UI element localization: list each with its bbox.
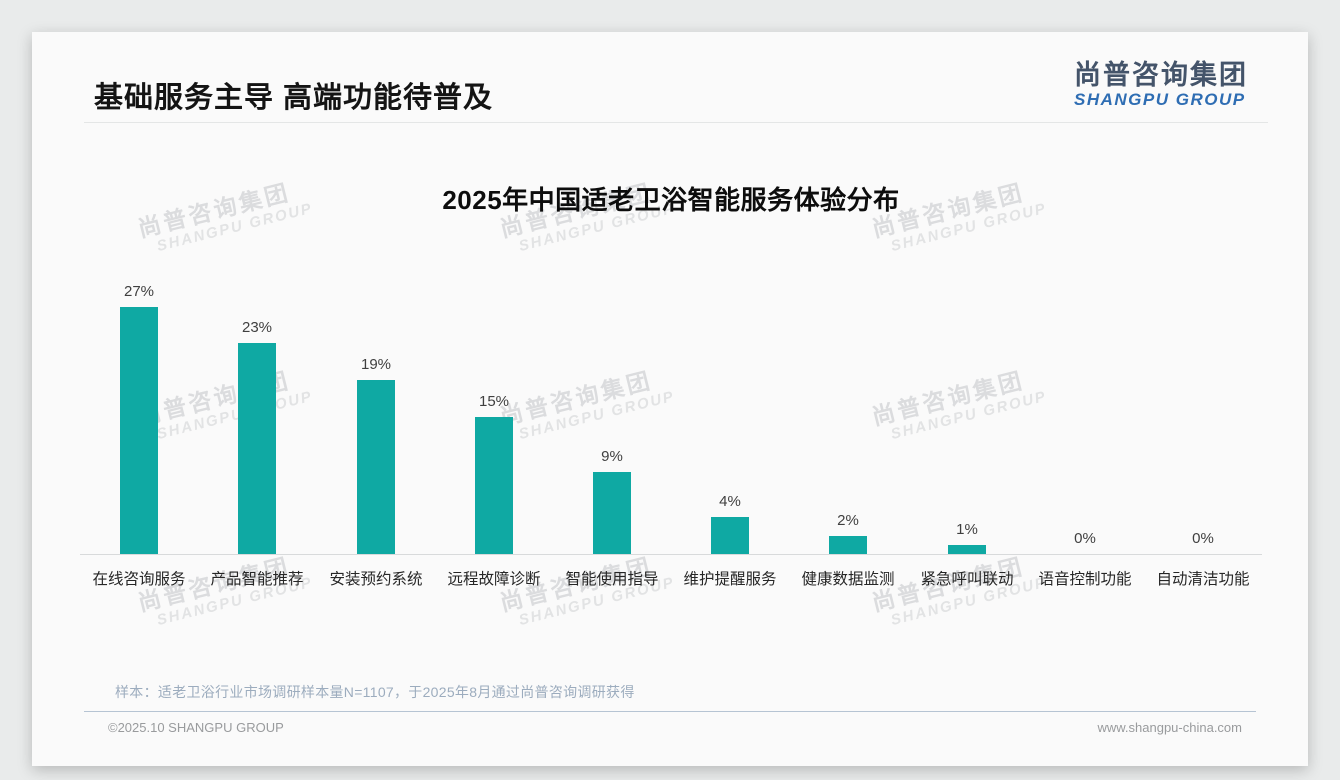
bar-value-label: 19%: [360, 356, 392, 373]
company-logo: 尚普咨询集团 SHANGPU GROUP: [1074, 60, 1248, 109]
footer-copyright: ©2025.10 SHANGPU GROUP: [108, 720, 284, 735]
category-label: 智能使用指导: [565, 571, 659, 588]
category-label: 在线咨询服务: [92, 571, 186, 588]
bar: [475, 417, 513, 554]
bar: [593, 472, 631, 554]
bar: [120, 307, 158, 554]
sample-note: 样本：适老卫浴行业市场调研样本量N=1107，于2025年8月通过尚普咨询调研获…: [115, 684, 635, 700]
footer-divider: [84, 711, 1256, 712]
watermark: 尚普咨询集团 SHANGPU GROUP: [135, 550, 314, 633]
category-label: 健康数据监测: [801, 571, 895, 588]
bar-value-label: 0%: [1074, 530, 1096, 547]
bar-value-label: 0%: [1192, 530, 1214, 547]
page-title: 基础服务主导 高端功能待普及: [94, 82, 494, 114]
watermark: 尚普咨询集团 SHANGPU GROUP: [497, 550, 676, 633]
logo-text-en: SHANGPU GROUP: [1074, 90, 1246, 109]
bar-value-label: 23%: [241, 319, 273, 336]
header-divider: [84, 122, 1268, 123]
bar: [238, 343, 276, 554]
category-label: 紧急呼叫联动: [920, 571, 1014, 588]
footer-website: www.shangpu-china.com: [1097, 720, 1242, 735]
bar-value-label: 4%: [719, 493, 741, 510]
category-labels: 在线咨询服务 产品智能推荐 安装预约系统 远程故障诊断 智能使用指导 维护提醒服务 健康数据…: [80, 567, 1262, 591]
category-label: 安装预约系统: [329, 571, 423, 588]
bar-value-label: 27%: [123, 283, 155, 300]
category-label: 语音控制功能: [1038, 571, 1132, 588]
bar: [948, 545, 986, 554]
chart-title: 2025年中国适老卫浴智能服务体验分布: [442, 185, 900, 215]
category-label: 维护提醒服务: [683, 571, 777, 588]
bar: [357, 380, 395, 554]
slide-card: 基础服务主导 高端功能待普及 尚普咨询集团 SHANGPU GROUP 2025…: [32, 32, 1308, 766]
bar-value-label: 1%: [956, 521, 978, 538]
logo-text-cn: 尚普咨询集团: [1074, 60, 1248, 90]
bar-value-label: 15%: [478, 393, 510, 410]
watermark: 尚普咨询集团 SHANGPU GROUP: [869, 550, 1048, 633]
category-label: 产品智能推荐: [210, 571, 304, 588]
bar-plot: 27% 23% 19% 15% 9% 4% 2% 1% 0% 0%: [80, 270, 1262, 555]
bar-value-label: 9%: [601, 448, 623, 465]
bar: [829, 536, 867, 554]
bar: [711, 517, 749, 554]
category-label: 自动清洁功能: [1156, 571, 1250, 588]
category-label: 远程故障诊断: [447, 571, 541, 588]
bar-value-label: 2%: [837, 512, 859, 529]
